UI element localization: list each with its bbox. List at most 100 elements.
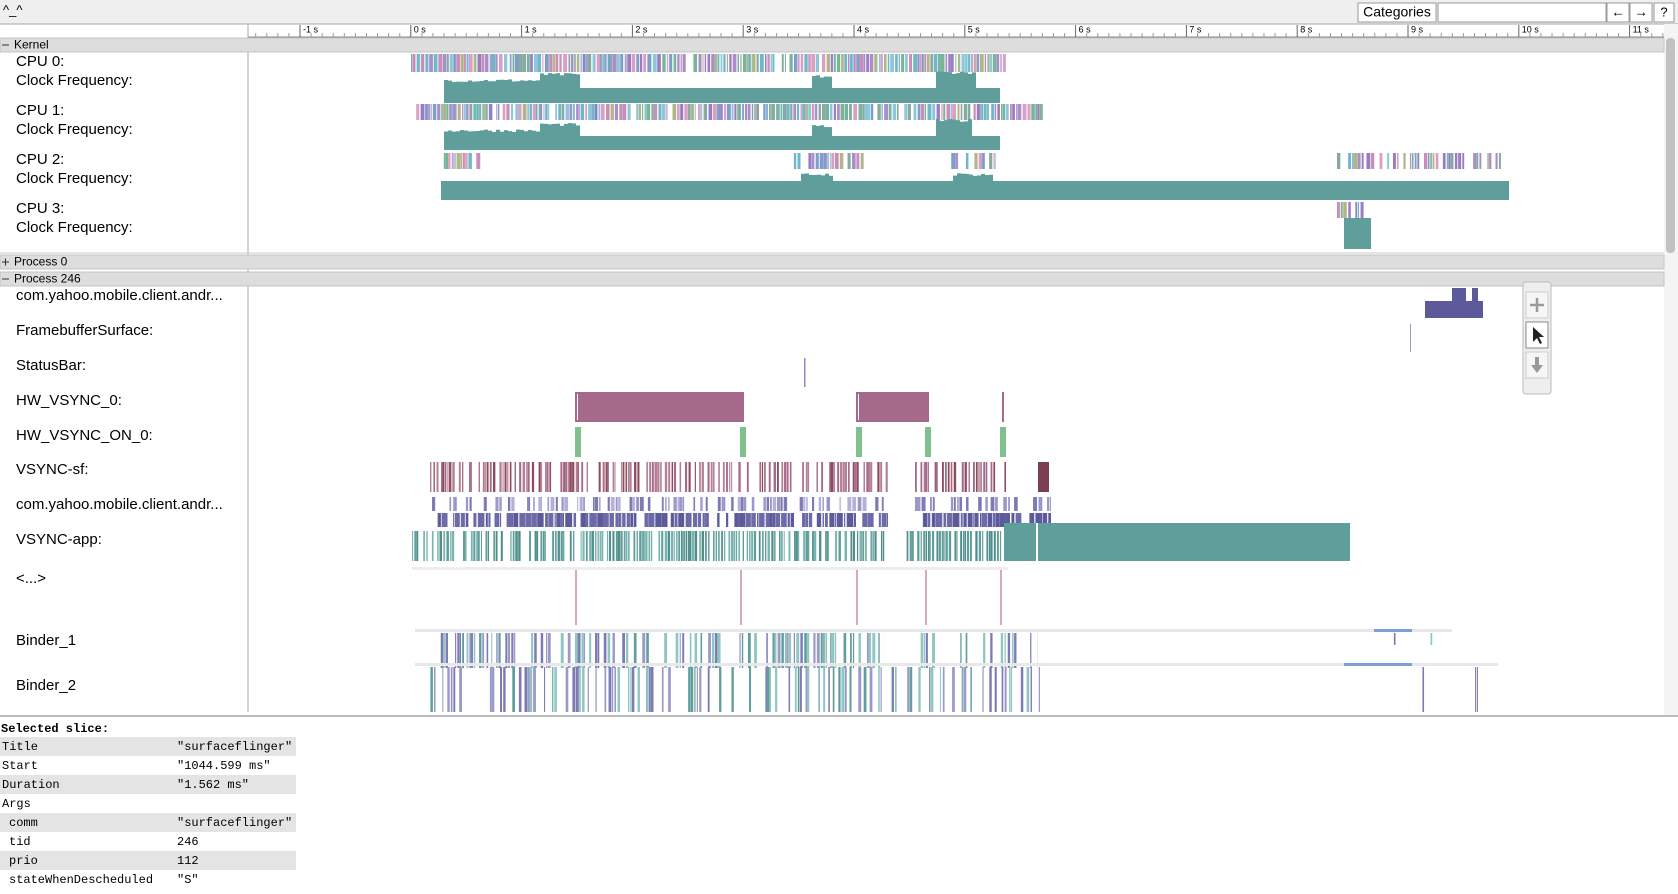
slice (954, 531, 955, 561)
slice (751, 531, 753, 561)
slice (597, 54, 600, 72)
slice (937, 104, 940, 120)
freq-block (508, 79, 512, 103)
slice (545, 513, 548, 527)
slice (598, 104, 600, 120)
freq-block (1201, 181, 1205, 200)
freq-block (893, 181, 897, 200)
slice (553, 54, 555, 72)
slice (1006, 104, 1009, 120)
prev-button-label[interactable]: ← (1611, 4, 1625, 20)
next-button-label[interactable]: → (1634, 4, 1648, 20)
slice (812, 497, 814, 511)
track-label: Clock Frequency: (16, 219, 133, 236)
slice (695, 633, 697, 668)
slice (415, 629, 1452, 632)
slice (806, 513, 808, 527)
freq-block (856, 88, 860, 103)
freq-block (524, 81, 528, 103)
slice (1476, 153, 1478, 169)
slice (942, 462, 944, 492)
freq-block (640, 88, 644, 103)
slice (484, 497, 487, 511)
slice (1000, 54, 1001, 72)
slice (948, 462, 950, 492)
slice (796, 633, 799, 668)
slice (487, 462, 489, 492)
slice (678, 531, 680, 561)
scrollbar-thumb[interactable] (1666, 38, 1675, 253)
freq-block (1089, 181, 1093, 200)
slice (607, 462, 608, 492)
freq-block (881, 181, 885, 200)
slice (844, 513, 845, 527)
freq-block (837, 181, 841, 200)
slice (518, 531, 520, 561)
freq-block (1153, 181, 1157, 200)
slice (482, 54, 485, 72)
slice (488, 531, 489, 561)
slice (579, 667, 581, 712)
freq-block (512, 132, 516, 150)
freq-block (1393, 181, 1397, 200)
slice (848, 54, 849, 72)
slice (438, 513, 441, 527)
slice (599, 462, 601, 492)
slice (732, 104, 734, 120)
slice (976, 462, 978, 492)
slice (555, 104, 557, 120)
freq-block (797, 181, 801, 200)
slice (966, 153, 969, 169)
slice (496, 104, 497, 120)
freq-block (913, 181, 917, 200)
slice (951, 153, 955, 169)
group-header[interactable] (0, 38, 1664, 52)
slice (693, 54, 697, 72)
freq-block (520, 130, 524, 150)
slice (739, 513, 745, 527)
freq-block (584, 88, 588, 103)
help-button-label[interactable]: ? (1660, 4, 1667, 19)
slice (823, 513, 824, 527)
group-header[interactable] (0, 272, 1664, 286)
slice (862, 104, 864, 120)
slice (830, 633, 831, 668)
slice (918, 667, 920, 712)
slice (835, 531, 837, 561)
freq-block (948, 119, 952, 150)
slice (515, 531, 516, 561)
slice (442, 104, 446, 120)
group-header[interactable] (0, 255, 1664, 269)
freq-block (1105, 181, 1109, 200)
freq-block (497, 181, 501, 200)
freq-block (920, 136, 924, 150)
slice (766, 104, 768, 120)
slice (613, 54, 617, 72)
freq-block (1009, 181, 1013, 200)
slice (585, 104, 586, 120)
slice (979, 153, 982, 169)
slice (731, 462, 732, 492)
slice (499, 497, 501, 511)
freq-block (704, 88, 708, 103)
slice (658, 531, 660, 561)
slice (708, 633, 711, 668)
slice (751, 513, 756, 527)
slice (443, 531, 445, 561)
slice (1358, 153, 1361, 169)
slice (770, 513, 773, 527)
slice (727, 54, 728, 72)
slice (798, 153, 801, 169)
slice (588, 104, 591, 120)
freq-block (653, 181, 657, 200)
categories-button-label[interactable]: Categories (1363, 4, 1431, 20)
freq-block (1481, 181, 1485, 200)
search-input[interactable] (1438, 3, 1606, 22)
slice (713, 531, 715, 561)
slice (752, 497, 755, 511)
ruler-label: 0 s (414, 24, 427, 34)
slice (702, 497, 703, 511)
slice (779, 531, 780, 561)
details-panel: Selected slice: Title"surfaceflinger"Sta… (0, 715, 1678, 894)
slice (1038, 462, 1049, 492)
